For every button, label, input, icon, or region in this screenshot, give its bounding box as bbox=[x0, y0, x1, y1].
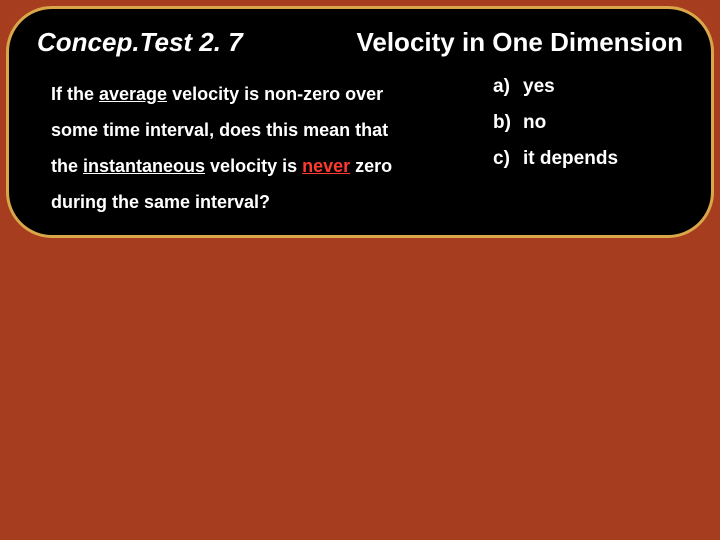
q1-underline-average: average bbox=[99, 84, 167, 104]
option-letter: c) bbox=[493, 148, 515, 170]
options-list: a) yes b) no c) it depends bbox=[493, 76, 683, 220]
option-text: it depends bbox=[523, 148, 618, 170]
card-header: Concep.Test 2. 7 Velocity in One Dimensi… bbox=[37, 27, 683, 58]
option-a[interactable]: a) yes bbox=[493, 76, 683, 98]
q3-post: zero bbox=[350, 156, 392, 176]
option-b[interactable]: b) no bbox=[493, 112, 683, 134]
title-left: Concep.Test 2. 7 bbox=[37, 27, 243, 58]
q3-pre: the bbox=[51, 156, 83, 176]
q1-post: velocity is non-zero over bbox=[167, 84, 383, 104]
question-text: If the average velocity is non-zero over… bbox=[51, 76, 469, 220]
question-line-3: the instantaneous velocity is never zero bbox=[51, 148, 469, 184]
option-letter: b) bbox=[493, 112, 515, 134]
q3-red-never: never bbox=[302, 156, 350, 176]
q3-underline-instantaneous: instantaneous bbox=[83, 156, 205, 176]
option-text: yes bbox=[523, 76, 555, 98]
option-letter: a) bbox=[493, 76, 515, 98]
card-body: If the average velocity is non-zero over… bbox=[37, 76, 683, 220]
q3-mid: velocity is bbox=[205, 156, 302, 176]
q1-pre: If the bbox=[51, 84, 99, 104]
question-line-4: during the same interval? bbox=[51, 184, 469, 220]
concept-card: Concep.Test 2. 7 Velocity in One Dimensi… bbox=[6, 6, 714, 238]
option-c[interactable]: c) it depends bbox=[493, 148, 683, 170]
question-line-1: If the average velocity is non-zero over bbox=[51, 76, 469, 112]
question-line-2: some time interval, does this mean that bbox=[51, 112, 469, 148]
title-right: Velocity in One Dimension bbox=[356, 27, 683, 58]
option-text: no bbox=[523, 112, 546, 134]
